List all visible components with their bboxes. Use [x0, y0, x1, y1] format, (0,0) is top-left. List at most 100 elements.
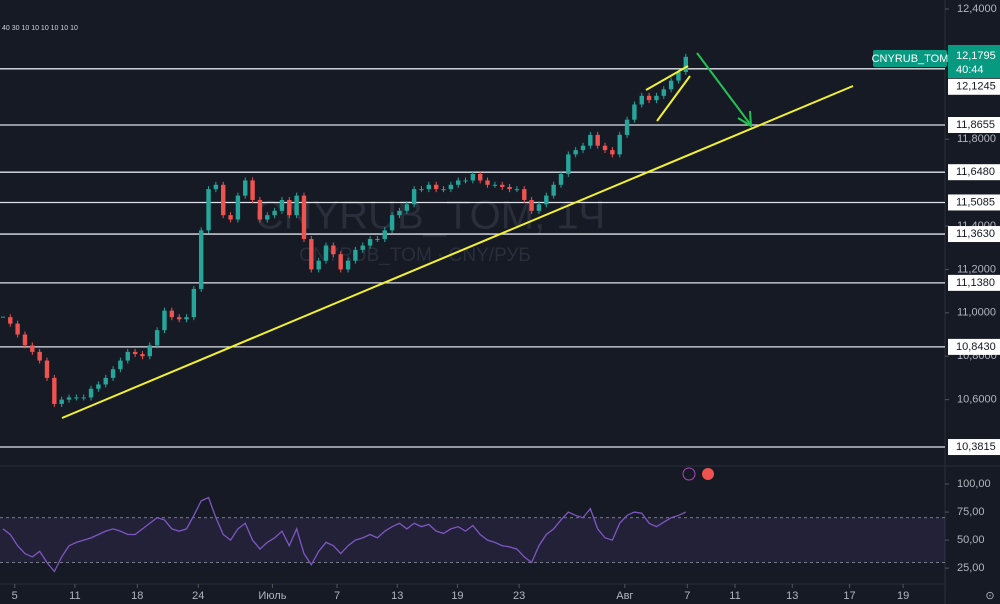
candle-body: [455, 180, 461, 185]
candle-body: [382, 230, 387, 240]
candle-body: [198, 230, 204, 289]
x-tick-label: 11: [69, 590, 80, 602]
symbol-label: CNYRUB_TOM: [872, 53, 949, 65]
x-tick-label: 13: [391, 590, 403, 602]
candle-body: [125, 351, 130, 361]
candle-body: [397, 210, 402, 216]
level-box: [948, 116, 1000, 133]
candle-body: [74, 397, 79, 399]
settings-icon[interactable]: ⊙: [985, 590, 994, 602]
y-tick-label: 10,6000: [957, 394, 997, 406]
level-label: 11,3630: [956, 228, 995, 240]
level-box: [948, 226, 1000, 243]
arrow-head: [737, 110, 753, 128]
forecast-arrow: [696, 52, 751, 125]
level-label: 11,6480: [956, 166, 995, 178]
candle-body: [426, 184, 432, 190]
event-icon[interactable]: [702, 468, 714, 480]
trend-line: [61, 85, 854, 419]
candle-body: [140, 354, 145, 357]
x-tick-label: 5: [12, 590, 18, 602]
candle-body: [580, 145, 586, 151]
candle-body: [661, 89, 666, 96]
price-box: [948, 45, 1000, 78]
level-box: [948, 274, 1000, 291]
candle-body: [66, 397, 72, 400]
candle-body: [529, 199, 534, 211]
candle-body: [558, 173, 564, 185]
candle-body: [646, 95, 652, 101]
candle-body: [265, 215, 270, 220]
rsi-y-tick-label: 75,00: [957, 506, 985, 518]
watermark: CNYRUB_TOM, 1Ч: [255, 194, 605, 238]
candle-body: [154, 330, 160, 346]
candle-body: [30, 345, 35, 352]
candle-body: [272, 210, 277, 216]
candle-body: [433, 184, 439, 190]
candle-body: [470, 173, 476, 181]
y-tick-label: 11,2000: [957, 263, 996, 275]
candle-body: [639, 95, 644, 105]
candle-body: [279, 199, 285, 211]
candle-body: [118, 360, 123, 370]
candle-body: [367, 239, 373, 246]
candle-body: [353, 249, 358, 261]
x-tick-label: 24: [192, 590, 204, 602]
x-tick-label: Июль: [258, 590, 286, 602]
candle-body: [478, 173, 483, 181]
level-label: 12,1245: [956, 81, 996, 93]
candle-body: [602, 145, 608, 151]
candle-body: [595, 134, 600, 146]
candle-body: [162, 310, 167, 331]
candle-body: [323, 245, 329, 261]
candle-body: [588, 134, 593, 146]
indicator-values: 40 30 10 10 10 10 10 10: [2, 25, 78, 32]
candle-body: [228, 215, 233, 220]
candle-body: [492, 184, 498, 186]
candle-body: [654, 95, 659, 101]
candle-body: [566, 154, 571, 174]
y-tick-label: 11,0000: [957, 307, 996, 319]
candle-body: [96, 384, 101, 389]
candle-body: [59, 399, 64, 404]
candle-body: [44, 360, 50, 378]
candle-body: [147, 345, 152, 357]
candle-body: [257, 199, 263, 220]
rsi-y-tick-label: 25,00: [957, 562, 985, 574]
candle-body: [37, 351, 42, 361]
candle-body: [507, 186, 512, 190]
y-tick-label: 11,8000: [957, 133, 996, 145]
level-label: 10,3815: [956, 441, 996, 453]
candle-body: [81, 397, 86, 399]
wedge-line: [645, 65, 689, 91]
candle-body: [331, 245, 336, 255]
x-tick-label: 19: [451, 590, 463, 602]
level-label: 11,1380: [956, 277, 995, 289]
candle-body: [389, 215, 395, 231]
candle-body: [169, 310, 175, 318]
candle-body: [213, 184, 219, 190]
candle-body: [676, 71, 681, 81]
candle-body: [301, 195, 307, 240]
candle-body: [419, 189, 424, 191]
level-box: [948, 164, 1000, 181]
candle-body: [316, 260, 321, 270]
candle-body: [522, 189, 527, 200]
candle-body: [345, 260, 351, 270]
candle-body: [15, 323, 20, 335]
x-tick-label: 17: [843, 590, 855, 602]
event-icon[interactable]: [682, 467, 696, 481]
candle-body: [287, 199, 292, 216]
rsi-y-tick-label: 50,00: [957, 534, 985, 546]
candle-body: [610, 150, 615, 155]
x-tick-label: 23: [513, 590, 525, 602]
candle-body: [52, 377, 57, 404]
x-tick-label: 18: [131, 590, 143, 602]
candle-body: [551, 184, 556, 196]
candle-body: [235, 195, 241, 220]
candle-body: [624, 119, 630, 135]
x-tick-label: 11: [729, 590, 740, 602]
